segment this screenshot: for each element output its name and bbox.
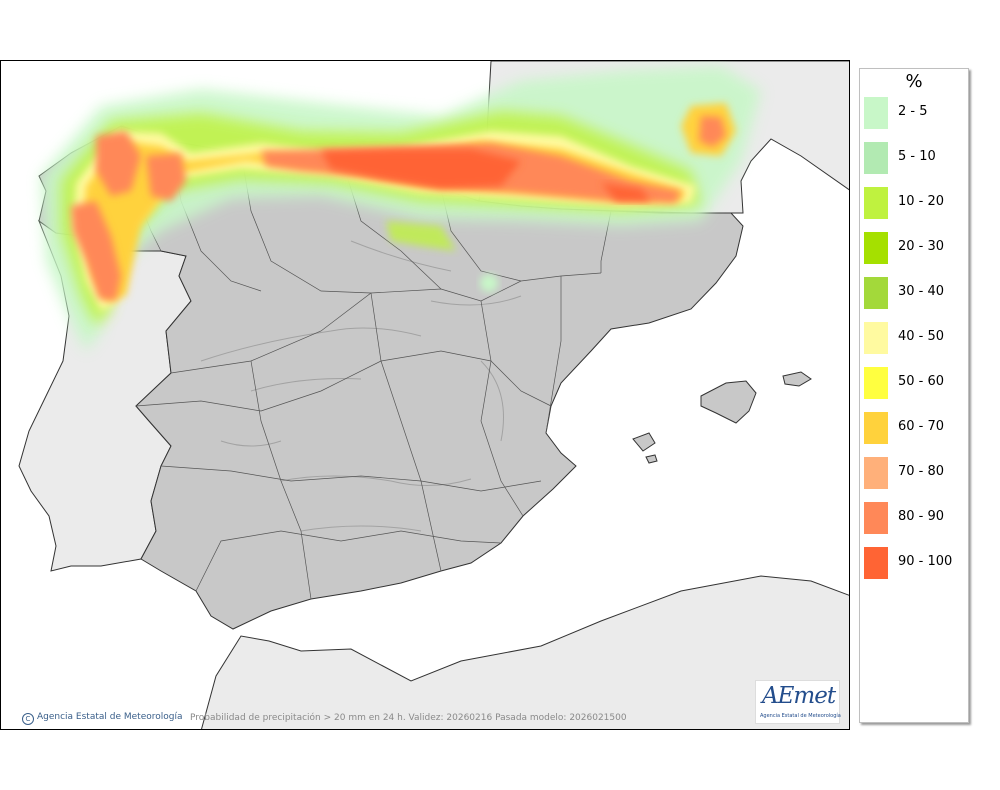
legend-label: 80 - 90 xyxy=(898,509,945,524)
legend-swatch xyxy=(864,367,888,399)
legend-item: 80 - 90 xyxy=(864,496,968,538)
agency-credit: C Agencia Estatal de Meteorología xyxy=(22,712,183,725)
legend-item: 10 - 20 xyxy=(864,181,968,223)
ibiza-island xyxy=(632,432,656,452)
legend-item: 5 - 10 xyxy=(864,136,968,178)
legend-label: 20 - 30 xyxy=(898,239,945,254)
legend-label: 10 - 20 xyxy=(898,194,945,209)
menorca-island xyxy=(782,371,812,387)
legend-swatch xyxy=(864,457,888,489)
legend-item: 2 - 5 xyxy=(864,91,968,133)
africa-land xyxy=(201,575,849,729)
agency-credit-text: Agencia Estatal de Meteorología xyxy=(37,712,183,722)
legend-swatch xyxy=(864,412,888,444)
legend-label: 60 - 70 xyxy=(898,419,945,434)
map-caption: Probabilidad de precipitación > 20 mm en… xyxy=(190,713,627,723)
copyright-icon: C xyxy=(22,713,34,725)
legend-item: 20 - 30 xyxy=(864,226,968,268)
relief-shading xyxy=(200,240,522,532)
precipitation-probability-map xyxy=(1,61,849,729)
aemet-logo-subtitle: Agencia Estatal de Meteorología xyxy=(760,713,841,719)
map-panel xyxy=(0,60,850,730)
legend-swatch xyxy=(864,97,888,129)
legend-item: 50 - 60 xyxy=(864,361,968,403)
legend-swatch xyxy=(864,232,888,264)
legend-swatch xyxy=(864,187,888,219)
legend-item: 90 - 100 xyxy=(864,541,968,583)
legend-swatch xyxy=(864,277,888,309)
legend-swatch xyxy=(864,142,888,174)
legend-label: 50 - 60 xyxy=(898,374,945,389)
precipitation-probability-field xyxy=(41,66,761,351)
legend-item: 30 - 40 xyxy=(864,271,968,313)
aemet-logo: AEmet Agencia Estatal de Meteorología xyxy=(755,680,841,724)
legend-item: 60 - 70 xyxy=(864,406,968,448)
legend-label: 40 - 50 xyxy=(898,329,945,344)
aemet-logo-text: AEmet xyxy=(762,683,836,709)
legend-item: 70 - 80 xyxy=(864,451,968,493)
legend-panel: % 2 - 5 5 - 10 10 - 20 20 - 30 30 - 40 4… xyxy=(859,68,969,723)
legend-label: 70 - 80 xyxy=(898,464,945,479)
legend-swatch xyxy=(864,322,888,354)
legend-label: 5 - 10 xyxy=(898,149,936,164)
legend-title: % xyxy=(905,71,923,92)
legend-swatch xyxy=(864,502,888,534)
legend-label: 2 - 5 xyxy=(898,104,928,119)
legend-label: 30 - 40 xyxy=(898,284,945,299)
formentera-island xyxy=(645,454,658,464)
legend-swatch xyxy=(864,547,888,579)
legend-item: 40 - 50 xyxy=(864,316,968,358)
legend-label: 90 - 100 xyxy=(898,554,953,569)
mallorca-island xyxy=(700,380,757,424)
